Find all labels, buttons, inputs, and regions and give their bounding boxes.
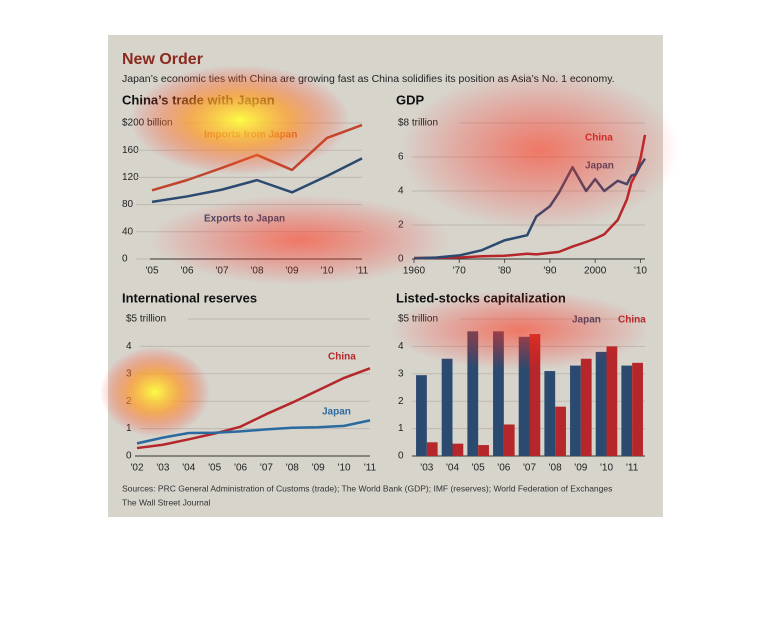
x-tick-label: '06 [180, 266, 193, 277]
y-tick-label: 3 [398, 368, 404, 379]
y-tick-label: 2 [126, 396, 132, 407]
series-label: China [618, 315, 646, 326]
bar [529, 334, 541, 456]
x-tick-label: '11 [626, 463, 639, 474]
x-tick-label: '08 [250, 266, 263, 277]
chart-title: International reserves [122, 290, 257, 305]
x-tick-label: '11 [356, 266, 369, 277]
x-tick-label: '08 [549, 463, 562, 474]
bar [467, 331, 479, 456]
x-tick-label: '10 [634, 266, 647, 277]
y-tick-label: 0 [126, 451, 132, 462]
y-tick-label: 0 [398, 254, 404, 265]
x-tick-label: '03 [420, 463, 433, 474]
series-label: China [328, 352, 356, 363]
bar [595, 351, 607, 456]
x-tick-label: '10 [338, 463, 351, 474]
y-tick-label: $8 trillion [398, 118, 438, 129]
bar [518, 336, 530, 456]
x-tick-label: '11 [364, 463, 377, 474]
x-tick-label: '02 [130, 463, 143, 474]
y-tick-label: 1 [398, 423, 404, 434]
y-tick-label: 4 [398, 186, 404, 197]
y-tick-label: 0 [398, 451, 404, 462]
series-label: Japan [322, 407, 351, 418]
x-tick-label: '05 [208, 463, 221, 474]
x-tick-label: 1960 [403, 266, 426, 277]
x-tick-label: '09 [574, 463, 587, 474]
x-tick-label: '04 [446, 463, 459, 474]
bar [478, 445, 489, 456]
bar [441, 358, 453, 456]
y-tick-label: 0 [122, 254, 128, 265]
y-tick-label: $200 billion [122, 118, 173, 129]
bar [632, 362, 643, 456]
bar [580, 358, 592, 456]
title: New Order [122, 51, 203, 68]
bar [493, 331, 504, 456]
x-tick-label: '06 [497, 463, 510, 474]
x-tick-label: '10 [320, 266, 333, 277]
y-tick-label: 4 [126, 341, 132, 352]
x-tick-label: '90 [543, 266, 556, 277]
bar [416, 375, 427, 456]
y-tick-label: 3 [126, 368, 132, 379]
bar [621, 365, 633, 456]
x-tick-label: '09 [285, 266, 298, 277]
series-label: Imports from Japan [204, 130, 297, 141]
x-tick-label: '06 [234, 463, 247, 474]
series-label: China [585, 133, 613, 144]
bar [606, 346, 618, 456]
x-tick-label: '07 [215, 266, 228, 277]
series-label: Exports to Japan [204, 214, 285, 225]
y-tick-label: $5 trillion [126, 314, 166, 325]
bar [503, 424, 515, 456]
chart-title: Listed-stocks capitalization [396, 290, 566, 305]
series-label: Japan [585, 161, 614, 172]
x-tick-label: '05 [145, 266, 158, 277]
x-tick-label: '80 [498, 266, 511, 277]
sources: Sources: PRC General Administration of C… [122, 483, 612, 493]
y-tick-label: 2 [398, 396, 404, 407]
y-tick-label: 6 [398, 152, 404, 163]
bar [426, 442, 438, 456]
x-tick-label: '10 [600, 463, 613, 474]
bar [555, 406, 566, 456]
y-tick-label: $5 trillion [398, 314, 438, 325]
y-tick-label: 120 [122, 172, 139, 183]
bar [452, 443, 464, 456]
y-tick-label: 1 [126, 423, 132, 434]
chart-title: GDP [396, 92, 425, 107]
x-tick-label: 2000 [584, 266, 607, 277]
x-tick-label: '07 [523, 463, 536, 474]
bar [544, 371, 556, 456]
y-tick-label: 40 [122, 226, 134, 237]
x-tick-label: '09 [312, 463, 325, 474]
chart-title: China’s trade with Japan [122, 92, 275, 107]
x-tick-label: '08 [286, 463, 299, 474]
series-label: Japan [572, 315, 601, 326]
series-line [136, 367, 371, 450]
y-tick-label: 2 [398, 220, 404, 231]
subtitle: Japan’s economic ties with China are gro… [122, 73, 615, 85]
y-tick-label: 4 [398, 341, 404, 352]
y-tick-label: 80 [122, 199, 134, 210]
credit: The Wall Street Journal [122, 497, 211, 507]
x-tick-label: '04 [182, 463, 195, 474]
x-tick-label: '70 [453, 266, 466, 277]
x-tick-label: '05 [472, 463, 485, 474]
x-tick-label: '07 [260, 463, 273, 474]
bar [570, 365, 581, 456]
x-tick-label: '03 [156, 463, 169, 474]
